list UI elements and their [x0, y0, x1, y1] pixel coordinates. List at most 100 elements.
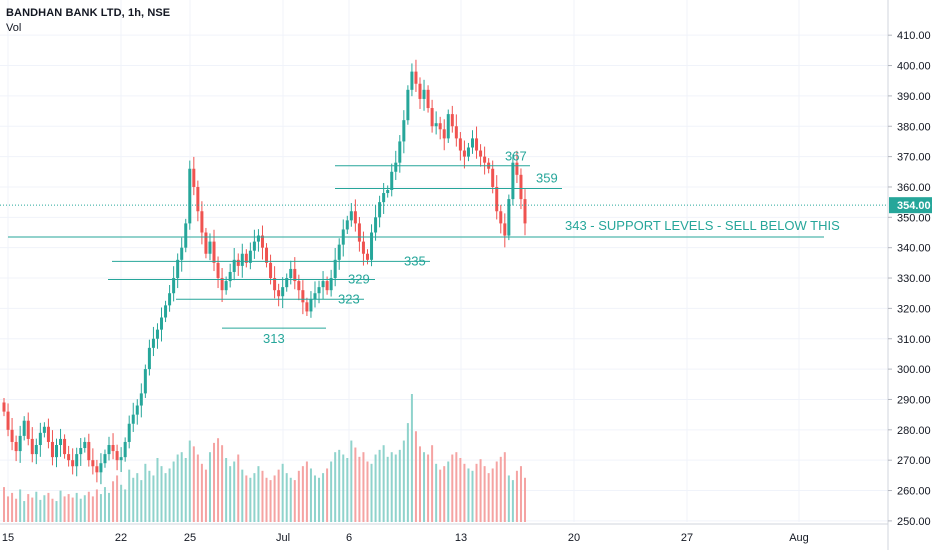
candle-body	[212, 241, 216, 263]
volume-bar	[19, 489, 22, 522]
volume-bar	[156, 458, 159, 522]
candle-body	[123, 441, 127, 458]
support-label: 329	[348, 272, 370, 287]
volume-bar	[318, 477, 321, 522]
x-tick-label: 6	[346, 532, 352, 544]
candle-body	[224, 281, 228, 291]
candle-body	[382, 193, 386, 203]
candle-body	[252, 241, 256, 251]
volume-bar	[176, 454, 179, 522]
volume-bar	[213, 442, 216, 522]
support-label: 313	[263, 331, 285, 346]
volume-bar	[144, 463, 147, 522]
symbol-title[interactable]: BANDHAN BANK LTD, 1h, NSE	[6, 7, 171, 19]
candle-body	[523, 199, 527, 224]
candle-body	[313, 293, 317, 300]
candle-body	[434, 123, 438, 127]
candle-body	[394, 162, 398, 172]
candle-body	[426, 89, 430, 109]
candle-body	[38, 432, 42, 445]
volume-bar	[180, 452, 183, 522]
volume-bar	[83, 495, 86, 522]
volume-bar	[188, 440, 191, 522]
volume-bar	[152, 475, 155, 522]
candle-body	[228, 271, 232, 282]
candle-body	[83, 441, 87, 449]
volume-bar	[172, 461, 175, 522]
volume-bar	[390, 452, 393, 522]
y-tick-label: 340.00	[897, 243, 931, 255]
volume-bar	[208, 452, 211, 522]
volume-bar	[15, 498, 18, 522]
candle-body	[495, 186, 499, 212]
support-label: 367	[505, 149, 527, 164]
volume-bar	[196, 454, 199, 522]
candle-body	[99, 463, 103, 473]
volume-bar	[55, 501, 58, 522]
volume-bar	[265, 477, 268, 522]
candle-body	[184, 223, 188, 248]
volume-bar	[23, 501, 26, 522]
volume-bar	[217, 438, 220, 522]
candle-body	[236, 259, 240, 266]
volume-bar	[140, 480, 143, 522]
candle-body	[155, 329, 159, 339]
volume-bar	[225, 458, 228, 522]
candle-body	[479, 150, 483, 157]
candle-body	[458, 138, 462, 151]
volume-bar	[51, 498, 54, 522]
candle-body	[361, 241, 365, 254]
volume-bar	[35, 491, 38, 522]
candle-body	[143, 369, 147, 394]
y-tick-label: 250.00	[897, 516, 931, 528]
candle-body	[95, 466, 99, 473]
volume-bar	[91, 496, 94, 522]
volume-bar	[269, 480, 272, 522]
volume-bar	[439, 469, 442, 522]
volume-bar	[273, 475, 276, 522]
candle-body	[285, 278, 289, 288]
candle-body	[491, 168, 495, 187]
candle-body	[248, 250, 252, 263]
volume-bar	[120, 484, 123, 522]
volume-bar	[7, 496, 10, 522]
y-tick-label: 380.00	[897, 121, 931, 133]
candle-body	[353, 211, 357, 224]
price-axis[interactable]: 250.00 260.00 270.00 280.00 290.00 300.00 310.…	[887, 0, 931, 550]
volume-bar	[103, 487, 106, 522]
support-label: 335	[404, 253, 426, 268]
volume-bar	[499, 456, 502, 522]
volume-label[interactable]: Vol	[6, 22, 22, 34]
volume-bar	[459, 458, 462, 522]
candle-body	[26, 420, 30, 439]
candle-body	[115, 451, 119, 461]
volume-bar	[63, 496, 66, 522]
volume-bar	[471, 470, 474, 522]
candle-body	[470, 138, 474, 148]
volume-bar	[309, 468, 312, 522]
volume-bar	[160, 466, 163, 522]
volume-bar	[447, 461, 450, 522]
support-label: 359	[536, 170, 558, 185]
volume-bar	[330, 461, 333, 522]
volume-bars	[3, 394, 526, 522]
candle-body	[256, 235, 260, 242]
volume-bar	[410, 394, 413, 522]
y-tick-label: 280.00	[897, 425, 931, 437]
y-tick-label: 390.00	[897, 91, 931, 103]
volume-bar	[378, 449, 381, 522]
volume-bar	[277, 469, 280, 522]
candle-body	[378, 202, 382, 218]
candle-body	[71, 460, 75, 467]
candle-body	[475, 138, 479, 151]
volume-bar	[257, 466, 260, 522]
time-axis[interactable]: 15 22 25 Jul 6 13 20 27 Aug	[0, 523, 888, 544]
candle-body	[511, 162, 515, 200]
candle-body	[305, 302, 309, 312]
volume-bar	[515, 470, 518, 522]
candle-body	[410, 71, 414, 90]
volume-bar	[338, 449, 341, 522]
volume-bar	[108, 492, 111, 522]
candle-body	[30, 438, 34, 455]
